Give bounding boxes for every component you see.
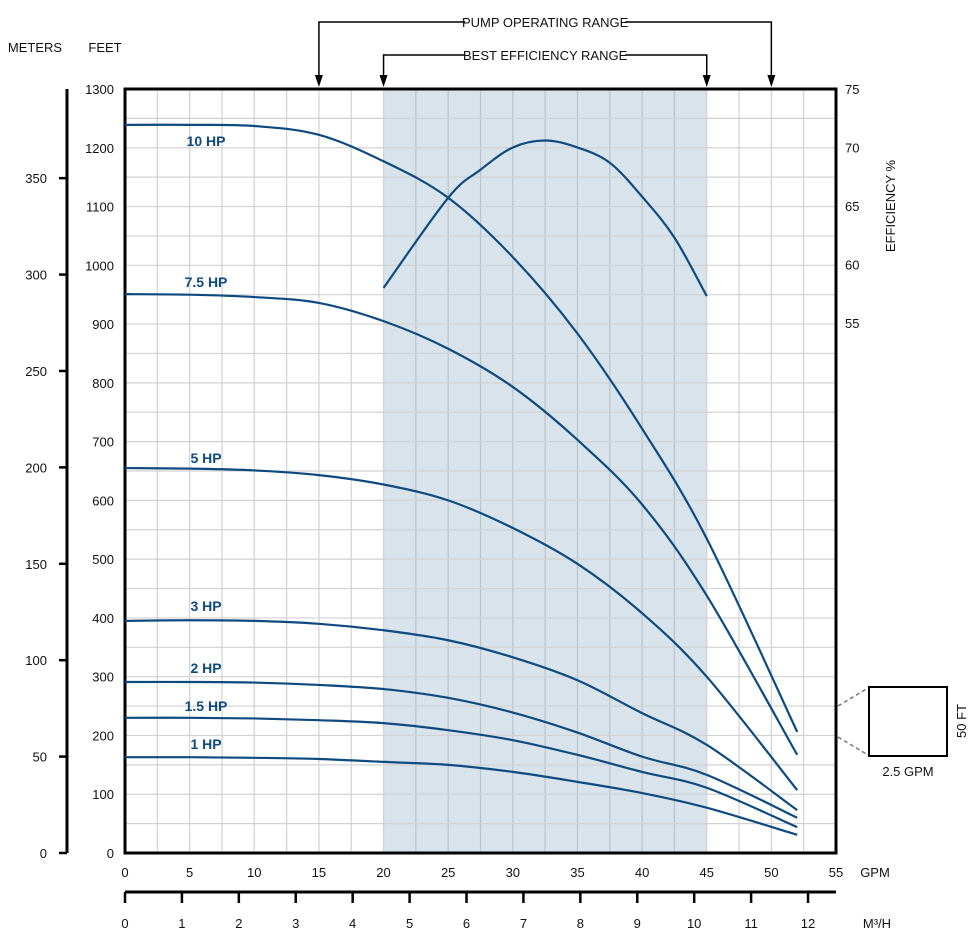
- m3h-tick-label: 10: [687, 916, 701, 931]
- curve-label-7-5-hp: 7.5 HP: [185, 274, 228, 290]
- feet-tick-label: 1000: [85, 258, 114, 273]
- curve-7-5-hp: [124, 293, 799, 756]
- gpm-tick-label: 10: [247, 865, 261, 880]
- plot-frame: [123, 87, 838, 855]
- curve-label-1-5-hp: 1.5 HP: [185, 698, 228, 714]
- meters-tick-label: 300: [25, 268, 47, 283]
- meters-tick-label: 100: [25, 653, 47, 668]
- gpm-tick-label: 50: [764, 865, 778, 880]
- m3h-tick-label: 6: [463, 916, 470, 931]
- scale-key-box: [868, 686, 948, 757]
- gpm-tick-label: 20: [376, 865, 390, 880]
- curve-5-hp: [124, 466, 799, 791]
- pump-operating-range-right-bracket: [625, 21, 773, 77]
- pump-operating-range-left-bracket: [318, 21, 466, 77]
- best-efficiency-range-label: BEST EFFICIENCY RANGE: [463, 48, 628, 63]
- curve-label-2-hp: 2 HP: [190, 660, 221, 676]
- feet-tick-label: 1300: [85, 82, 114, 97]
- gpm-tick-label: 15: [312, 865, 326, 880]
- feet-tick-label: 400: [92, 611, 114, 626]
- curve-label-3-hp: 3 HP: [190, 598, 221, 614]
- efficiency-axis-label: EFFICIENCY %: [883, 159, 898, 252]
- gpm-tick-label: 55: [829, 865, 843, 880]
- scale-key-dashed-line: [837, 687, 869, 707]
- feet-tick-label: 1100: [86, 200, 114, 215]
- pump-operating-range-label: PUMP OPERATING RANGE: [462, 15, 629, 30]
- scale-key-height-label: 50 FT: [954, 704, 969, 738]
- gpm-tick-label: 45: [699, 865, 713, 880]
- feet-tick-label: 300: [92, 670, 114, 685]
- gpm-tick-label: 5: [186, 865, 193, 880]
- arrow-down-icon: [702, 75, 711, 87]
- feet-tick-label: 600: [92, 493, 114, 508]
- meters-tick-label: 50: [33, 750, 47, 765]
- gpm-tick-label: 35: [570, 865, 584, 880]
- feet-axis-label: FEET: [88, 40, 121, 55]
- efficiency-tick-label: 75: [845, 82, 859, 97]
- feet-tick-label: 1200: [85, 141, 114, 156]
- curve-1-5-hp: [124, 716, 798, 829]
- meters-tick-label: 150: [25, 557, 47, 572]
- arrow-down-icon: [379, 75, 388, 87]
- gpm-axis-label: GPM: [860, 865, 890, 880]
- meters-tick-label: 0: [40, 846, 47, 861]
- arrow-down-icon: [314, 75, 323, 87]
- m3h-tick-label: 2: [235, 916, 242, 931]
- curve-label-10-hp: 10 HP: [187, 133, 226, 149]
- feet-tick-label: 500: [92, 552, 114, 567]
- m3h-tick-label: 3: [292, 916, 299, 931]
- m3h-tick-label: 5: [406, 916, 413, 931]
- gpm-tick-label: 40: [635, 865, 649, 880]
- curve-efficiency: [382, 139, 708, 297]
- efficiency-tick-label: 70: [845, 141, 859, 156]
- curve-10-hp: [124, 123, 799, 733]
- meters-tick-label: 350: [25, 171, 47, 186]
- gpm-tick-label: 30: [506, 865, 520, 880]
- best-efficiency-range-left-bracket: [382, 54, 466, 77]
- meters-axis-label: METERS: [8, 40, 63, 55]
- m3h-tick-label: 0: [121, 916, 128, 931]
- scale-key-width-label: 2.5 GPM: [882, 764, 933, 779]
- efficiency-tick-label: 60: [845, 258, 859, 273]
- m3h-tick-label: 4: [349, 916, 356, 931]
- m3h-tick-label: 11: [744, 916, 758, 931]
- scale-key-dashed-line: [837, 736, 869, 756]
- best-efficiency-range-right-bracket: [625, 54, 708, 77]
- feet-tick-label: 900: [92, 317, 114, 332]
- feet-tick-label: 800: [92, 376, 114, 391]
- curve-2-hp: [124, 680, 798, 819]
- m3h-axis-label: M³/H: [863, 916, 891, 931]
- meters-tick-label: 200: [25, 460, 47, 475]
- curve-1-hp: [124, 756, 798, 836]
- m3h-tick-label: 12: [801, 916, 815, 931]
- meters-tick-label: 250: [25, 364, 47, 379]
- m3h-tick-label: 1: [178, 916, 185, 931]
- curve-3-hp: [124, 619, 798, 811]
- m3h-tick-label: 7: [520, 916, 527, 931]
- m3h-tick-label: 9: [634, 916, 641, 931]
- curve-label-5-hp: 5 HP: [190, 450, 221, 466]
- feet-tick-label: 700: [92, 435, 114, 450]
- m3h-tick-label: 8: [577, 916, 584, 931]
- feet-tick-label: 0: [107, 846, 114, 861]
- feet-tick-label: 200: [92, 728, 114, 743]
- feet-tick-label: 100: [92, 787, 114, 802]
- efficiency-tick-label: 65: [845, 199, 859, 214]
- gpm-tick-label: 25: [441, 865, 455, 880]
- curve-label-1-hp: 1 HP: [190, 736, 221, 752]
- gpm-tick-label: 0: [121, 865, 128, 880]
- efficiency-tick-label: 55: [845, 316, 859, 331]
- arrow-down-icon: [767, 75, 776, 87]
